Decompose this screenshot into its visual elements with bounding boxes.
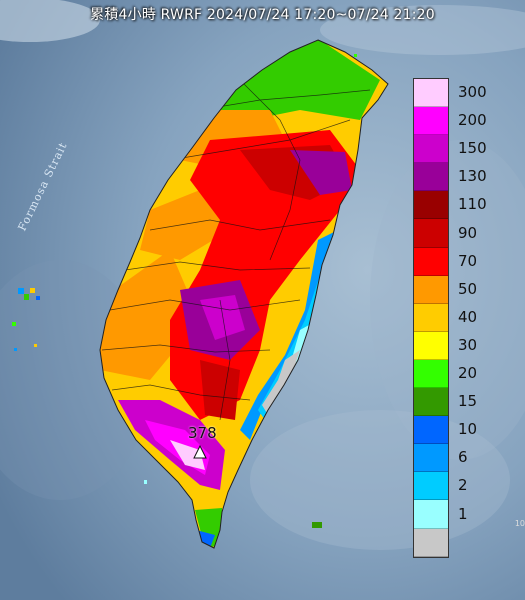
legend-swatch	[414, 472, 448, 501]
legend-swatch	[414, 107, 448, 136]
legend-swatch	[414, 163, 448, 192]
legend-label: 30	[458, 335, 478, 354]
max-rainfall-marker	[193, 444, 207, 459]
legend-swatch	[414, 331, 448, 360]
legend-label: 10	[458, 420, 478, 439]
legend-swatch	[414, 359, 448, 389]
legend-swatch	[414, 388, 448, 417]
legend-label: 2	[458, 476, 468, 495]
legend-label: 90	[458, 223, 478, 242]
legend-label: 40	[458, 307, 478, 326]
legend-swatch	[414, 79, 448, 108]
legend-label: 200	[458, 111, 487, 130]
legend-swatch	[414, 500, 448, 529]
legend-label: 1	[458, 504, 468, 523]
legend-label: 15	[458, 392, 478, 411]
legend-label: 300	[458, 83, 487, 101]
legend-label: 110	[458, 195, 487, 214]
legend-label: 50	[458, 279, 478, 298]
legend-swatch	[414, 303, 448, 332]
map-title: 累積4小時 RWRF 2024/07/24 17:20~07/24 21:20	[90, 7, 435, 23]
legend-swatch	[414, 275, 448, 304]
legend-label: 150	[458, 139, 487, 158]
legend-swatch	[414, 191, 448, 220]
legend-swatch	[414, 444, 448, 473]
legend-swatch	[414, 247, 448, 276]
legend-label: 6	[458, 448, 468, 467]
legend-swatch	[414, 135, 448, 164]
legend-label: 70	[458, 251, 478, 270]
legend-swatch	[414, 219, 448, 248]
color-legend	[413, 78, 449, 558]
legend-swatch	[414, 416, 448, 445]
legend-swatch	[414, 528, 448, 557]
legend-label: 130	[458, 167, 487, 186]
legend-label: 20	[458, 364, 478, 382]
max-value-label: 378	[188, 424, 217, 442]
corner-label: 10	[514, 519, 525, 528]
